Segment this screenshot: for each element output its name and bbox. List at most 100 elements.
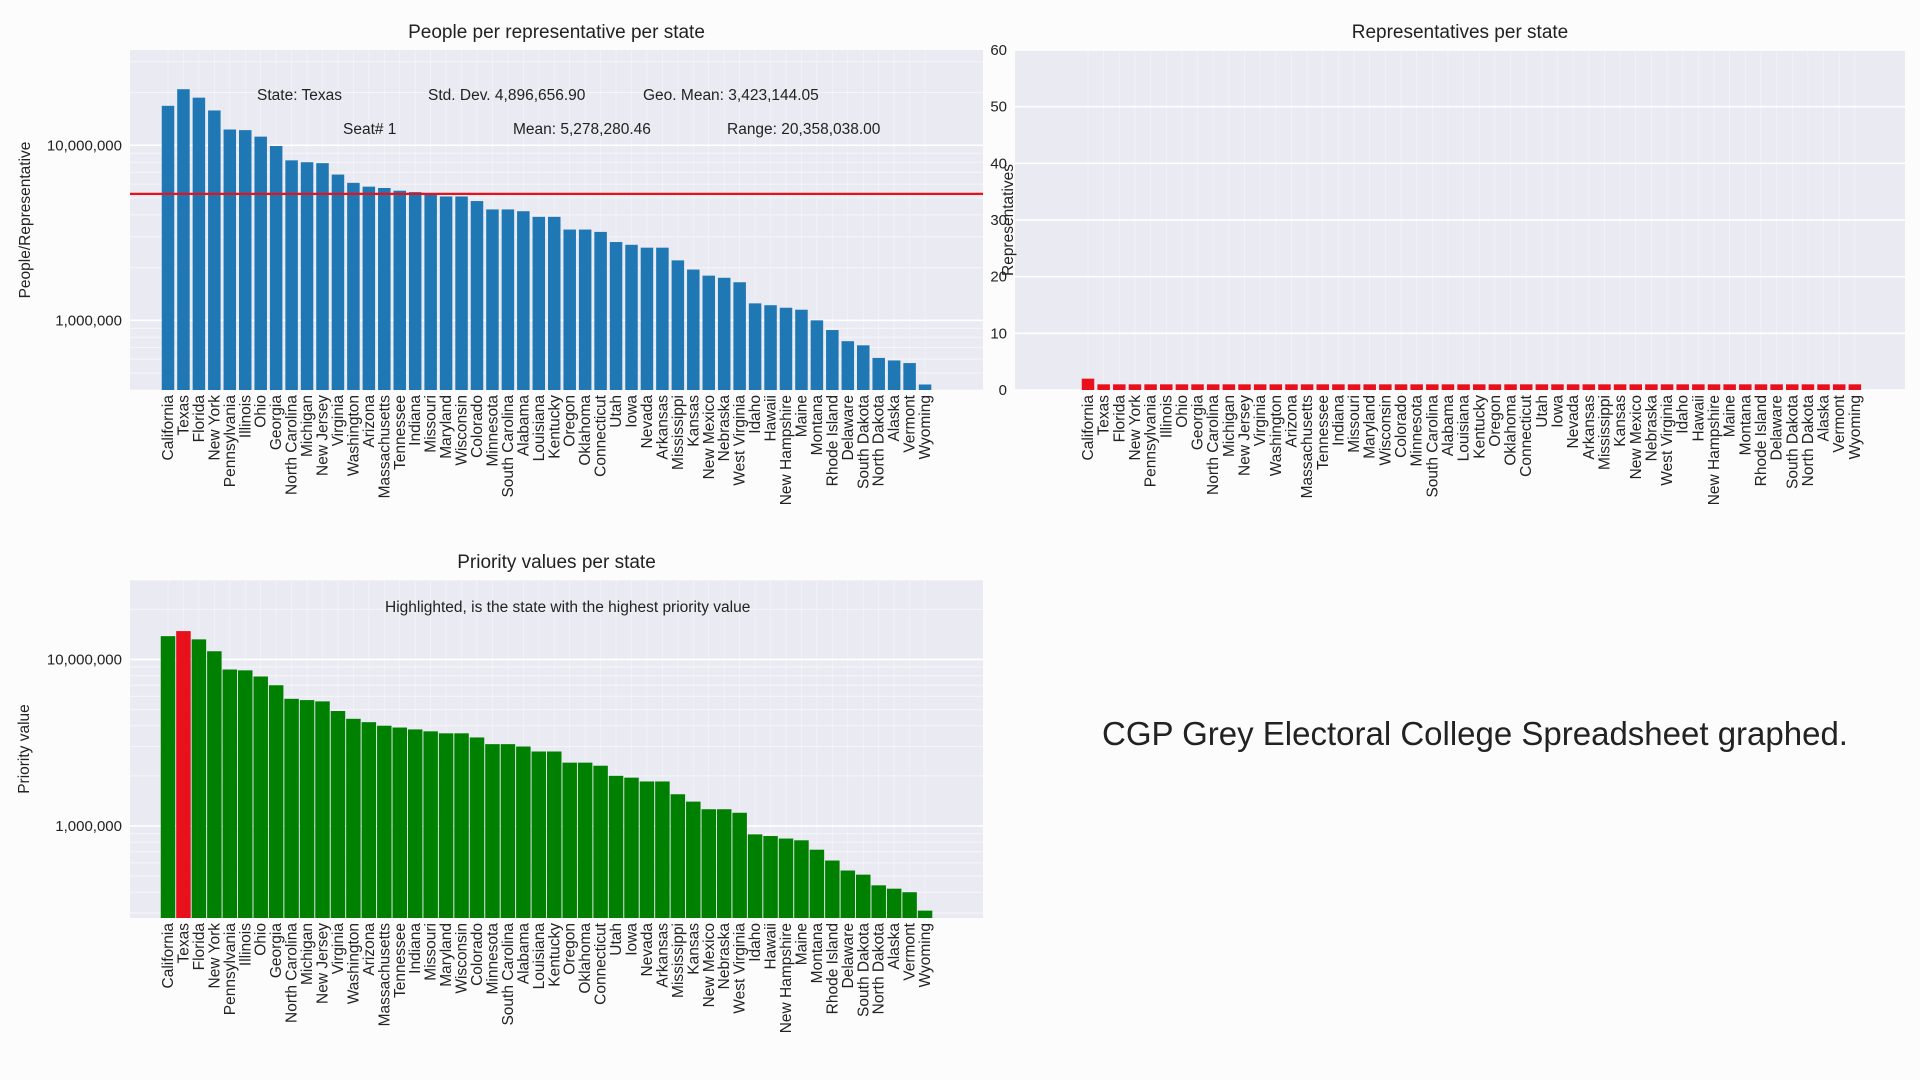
x-tick-label: Kentucky: [546, 395, 563, 459]
x-tick-label: Vermont: [902, 394, 919, 452]
x-tick-label: Connecticut: [1518, 394, 1535, 477]
bar-south-carolina: [500, 744, 516, 918]
bar-kansas: [687, 269, 700, 390]
x-tick-label: North Dakota: [871, 923, 888, 1015]
x-tick-label: Vermont: [902, 922, 919, 980]
x-tick-label: Massachusetts: [376, 923, 393, 1027]
x-tick-label: Ohio: [253, 395, 270, 428]
bar-maryland: [1363, 384, 1376, 390]
y-tick-label: 1,000,000: [55, 312, 122, 329]
bar-wyoming: [917, 910, 933, 918]
bar-arizona: [362, 186, 376, 390]
bar-georgia: [269, 146, 283, 390]
bar-kentucky: [548, 216, 561, 390]
x-tick-label: North Carolina: [284, 395, 301, 495]
y-tick-label: 40: [990, 155, 1007, 172]
x-tick-label: Louisiana: [1456, 395, 1473, 462]
bar-nevada: [640, 247, 654, 390]
bar-illinois: [238, 670, 253, 918]
x-tick-label: Utah: [1534, 395, 1551, 428]
x-tick-label: Arkansas: [1581, 395, 1598, 460]
bar-oklahoma: [578, 229, 592, 390]
annotation: Seat# 1: [343, 121, 396, 138]
bar-arkansas: [655, 781, 670, 918]
x-tick-label: Utah: [608, 923, 625, 956]
x-tick-label: New Mexico: [701, 395, 718, 479]
bar-new-jersey: [316, 163, 329, 390]
x-tick-label: Georgia: [268, 923, 285, 979]
x-tick-label: Montana: [809, 923, 826, 984]
x-tick-label: Colorado: [469, 923, 486, 986]
annotation: Std. Dev. 4,896,656.90: [428, 87, 586, 104]
x-tick-label: Minnesota: [484, 395, 501, 467]
bar-indiana: [408, 192, 422, 390]
x-tick-label: Massachusetts: [376, 395, 393, 499]
x-tick-label: Mississippi: [1596, 395, 1613, 470]
x-tick-label: New Jersey: [1237, 395, 1254, 476]
x-tick-label: Tennessee: [392, 923, 409, 998]
bar-utah: [1535, 384, 1549, 390]
x-tick-label: California: [160, 923, 177, 989]
x-tick-label: North Dakota: [871, 395, 888, 487]
x-tick-label: South Carolina: [500, 395, 517, 498]
bar-oklahoma: [1504, 384, 1517, 390]
x-tick-label: New Jersey: [315, 923, 332, 1004]
bar-oregon: [562, 762, 577, 918]
x-tick-label: Iowa: [1550, 395, 1567, 428]
bar-oregon: [1488, 384, 1502, 390]
x-tick-label: Illinois: [1158, 395, 1175, 438]
x-tick-label: Mississippi: [670, 395, 687, 470]
x-tick-label: Mississippi: [670, 923, 687, 998]
bar-maine: [794, 840, 809, 918]
bar-iowa: [1551, 384, 1564, 390]
bar-alaska: [887, 360, 901, 390]
x-tick-label: Michigan: [299, 395, 316, 457]
x-tick-label: Rhode Island: [1753, 395, 1770, 486]
x-tick-label: Idaho: [1675, 395, 1692, 434]
bar-minnesota: [485, 744, 500, 918]
bar-south-dakota: [1786, 384, 1799, 390]
bar-massachusetts: [377, 725, 392, 918]
bar-minnesota: [1410, 384, 1423, 390]
x-tick-label: Rhode Island: [824, 395, 841, 486]
bar-rhode-island: [825, 860, 840, 918]
bar-nevada: [639, 781, 655, 918]
bar-new-york: [208, 110, 221, 391]
bar-nevada: [1566, 384, 1580, 390]
bar-michigan: [299, 700, 315, 918]
x-tick-label: Maine: [793, 923, 810, 965]
x-tick-label: Nevada: [1565, 395, 1582, 449]
x-tick-label: Tennessee: [392, 395, 409, 470]
x-tick-label: Louisiana: [531, 923, 548, 990]
x-tick-label: Maryland: [438, 395, 455, 459]
x-tick-label: Louisiana: [531, 395, 548, 462]
x-tick-label: South Dakota: [1784, 395, 1801, 489]
x-tick-label: Kentucky: [546, 923, 563, 987]
x-tick-label: Kansas: [685, 395, 702, 447]
x-tick-label: Missouri: [423, 923, 440, 981]
bar-delaware: [840, 870, 856, 918]
x-tick-label: Alaska: [1816, 395, 1833, 442]
x-tick-label: Washington: [1268, 395, 1285, 476]
bar-hawaii: [1692, 384, 1705, 390]
x-tick-label: Pennsylvania: [1143, 395, 1160, 488]
bar-new-jersey: [1238, 384, 1251, 390]
bar-arkansas: [656, 247, 669, 390]
x-tick-label: Wisconsin: [454, 923, 471, 994]
x-tick-label: Delaware: [1769, 395, 1786, 460]
bar-louisiana: [532, 216, 546, 390]
x-tick-label: Tennessee: [1315, 395, 1332, 470]
bar-kentucky: [1473, 384, 1486, 390]
bar-vermont: [903, 363, 916, 390]
x-tick-label: Delaware: [840, 395, 857, 460]
bar-new-york: [1128, 384, 1142, 390]
bar-montana: [1739, 384, 1752, 390]
x-tick-label: Oklahoma: [577, 395, 594, 466]
x-tick-label: New York: [206, 395, 223, 461]
x-tick-label: Washington: [345, 923, 362, 1004]
x-tick-label: Arizona: [361, 395, 378, 448]
bar-connecticut: [1519, 384, 1533, 390]
bar-rhode-island: [826, 330, 839, 390]
annotation: Geo. Mean: 3,423,144.05: [643, 87, 819, 104]
